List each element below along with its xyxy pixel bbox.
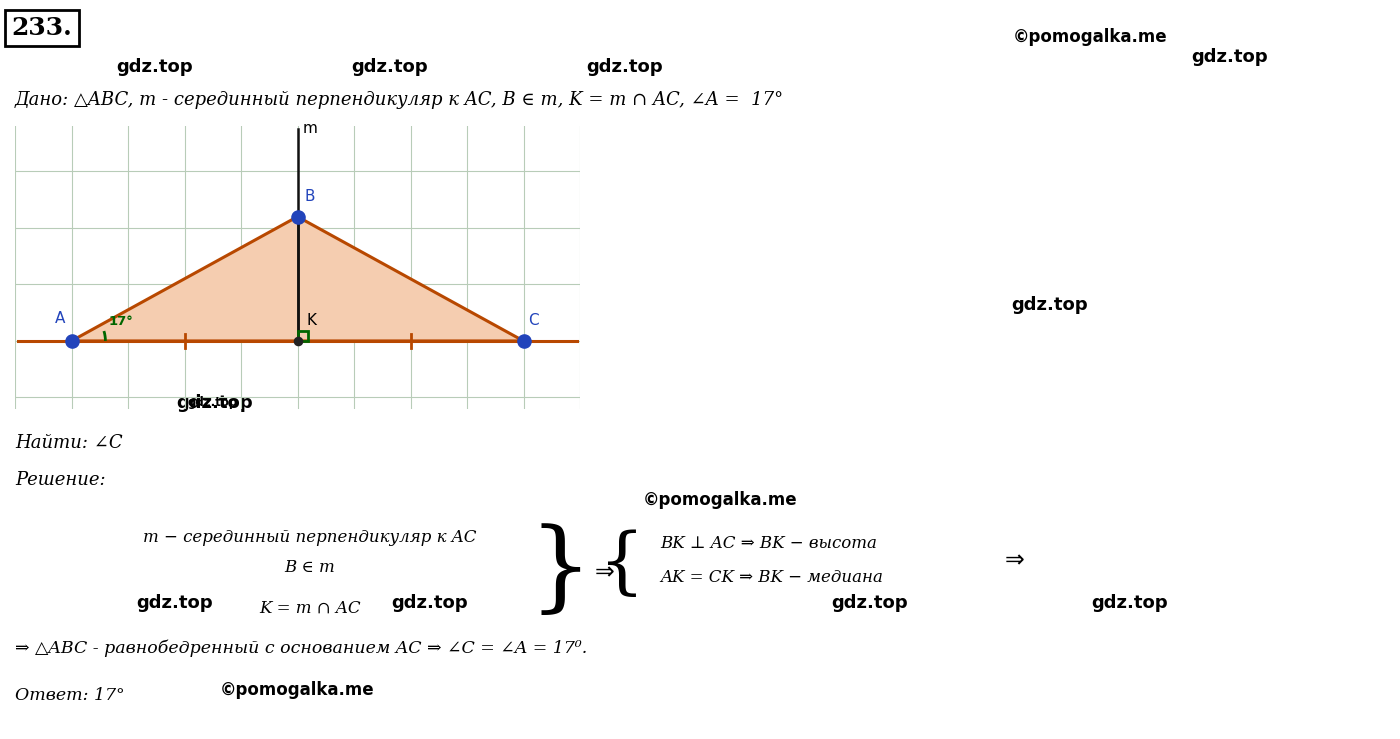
Text: gdz.top: gdz.top <box>176 394 253 412</box>
Text: Дано: △ABC, m - серединный перпендикуляр к AC, B ∈ m, K = m ∩ AC, ∠A =  17°: Дано: △ABC, m - серединный перпендикуляр… <box>15 91 784 109</box>
Text: gdz.top: gdz.top <box>392 594 469 612</box>
Text: AK = CK ⇒ BK − медиана: AK = CK ⇒ BK − медиана <box>659 570 883 587</box>
Text: 17°: 17° <box>108 315 133 328</box>
Text: gdz.top: gdz.top <box>587 58 664 76</box>
Text: ⇒ △ABC - равнобедренный с основанием AC ⇒ ∠C = ∠A = 17⁰.: ⇒ △ABC - равнобедренный с основанием AC … <box>15 639 587 657</box>
Text: B: B <box>305 189 315 204</box>
Text: C: C <box>528 313 539 328</box>
Text: ©pomogalka.me: ©pomogalka.me <box>643 491 798 509</box>
Point <box>286 211 308 222</box>
Text: A: A <box>55 311 66 326</box>
Point <box>286 335 308 347</box>
Text: ©pomogalka.me: ©pomogalka.me <box>1012 28 1168 46</box>
Text: K = m ∩ AC: K = m ∩ AC <box>259 599 361 616</box>
Polygon shape <box>71 217 524 341</box>
Text: gdz.top: gdz.top <box>832 594 909 612</box>
Text: gdz.top: gdz.top <box>116 58 193 76</box>
Text: m − серединный перпендикуляр к AC: m − серединный перпендикуляр к AC <box>143 530 477 547</box>
Text: gdz.top: gdz.top <box>1092 594 1169 612</box>
Text: {: { <box>599 530 645 600</box>
Text: ⇒: ⇒ <box>1005 548 1025 572</box>
Point <box>512 335 535 347</box>
Text: K: K <box>307 313 316 328</box>
Text: 233.: 233. <box>11 16 73 40</box>
Text: Решение:: Решение: <box>15 471 105 489</box>
Text: ©pomogalka.me: ©pomogalka.me <box>220 681 375 699</box>
Text: gdz.top: gdz.top <box>1012 296 1088 314</box>
Text: BK ⊥ AC ⇒ BK − высота: BK ⊥ AC ⇒ BK − высота <box>659 534 876 551</box>
Text: Найти: ∠C: Найти: ∠C <box>15 434 123 452</box>
Text: ⇒: ⇒ <box>595 560 615 584</box>
Point <box>60 335 83 347</box>
Text: gdz.top: gdz.top <box>351 58 428 76</box>
Text: gdz.top: gdz.top <box>1191 48 1268 66</box>
Text: m: m <box>302 121 318 136</box>
Text: gdz.top: gdz.top <box>188 396 238 409</box>
Text: }: } <box>528 524 592 620</box>
Text: Ответ: 17°: Ответ: 17° <box>15 687 125 704</box>
Text: B ∈ m: B ∈ m <box>284 559 336 576</box>
Text: gdz.top: gdz.top <box>137 594 213 612</box>
